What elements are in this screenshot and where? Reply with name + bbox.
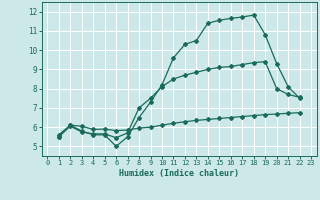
X-axis label: Humidex (Indice chaleur): Humidex (Indice chaleur) [119, 169, 239, 178]
